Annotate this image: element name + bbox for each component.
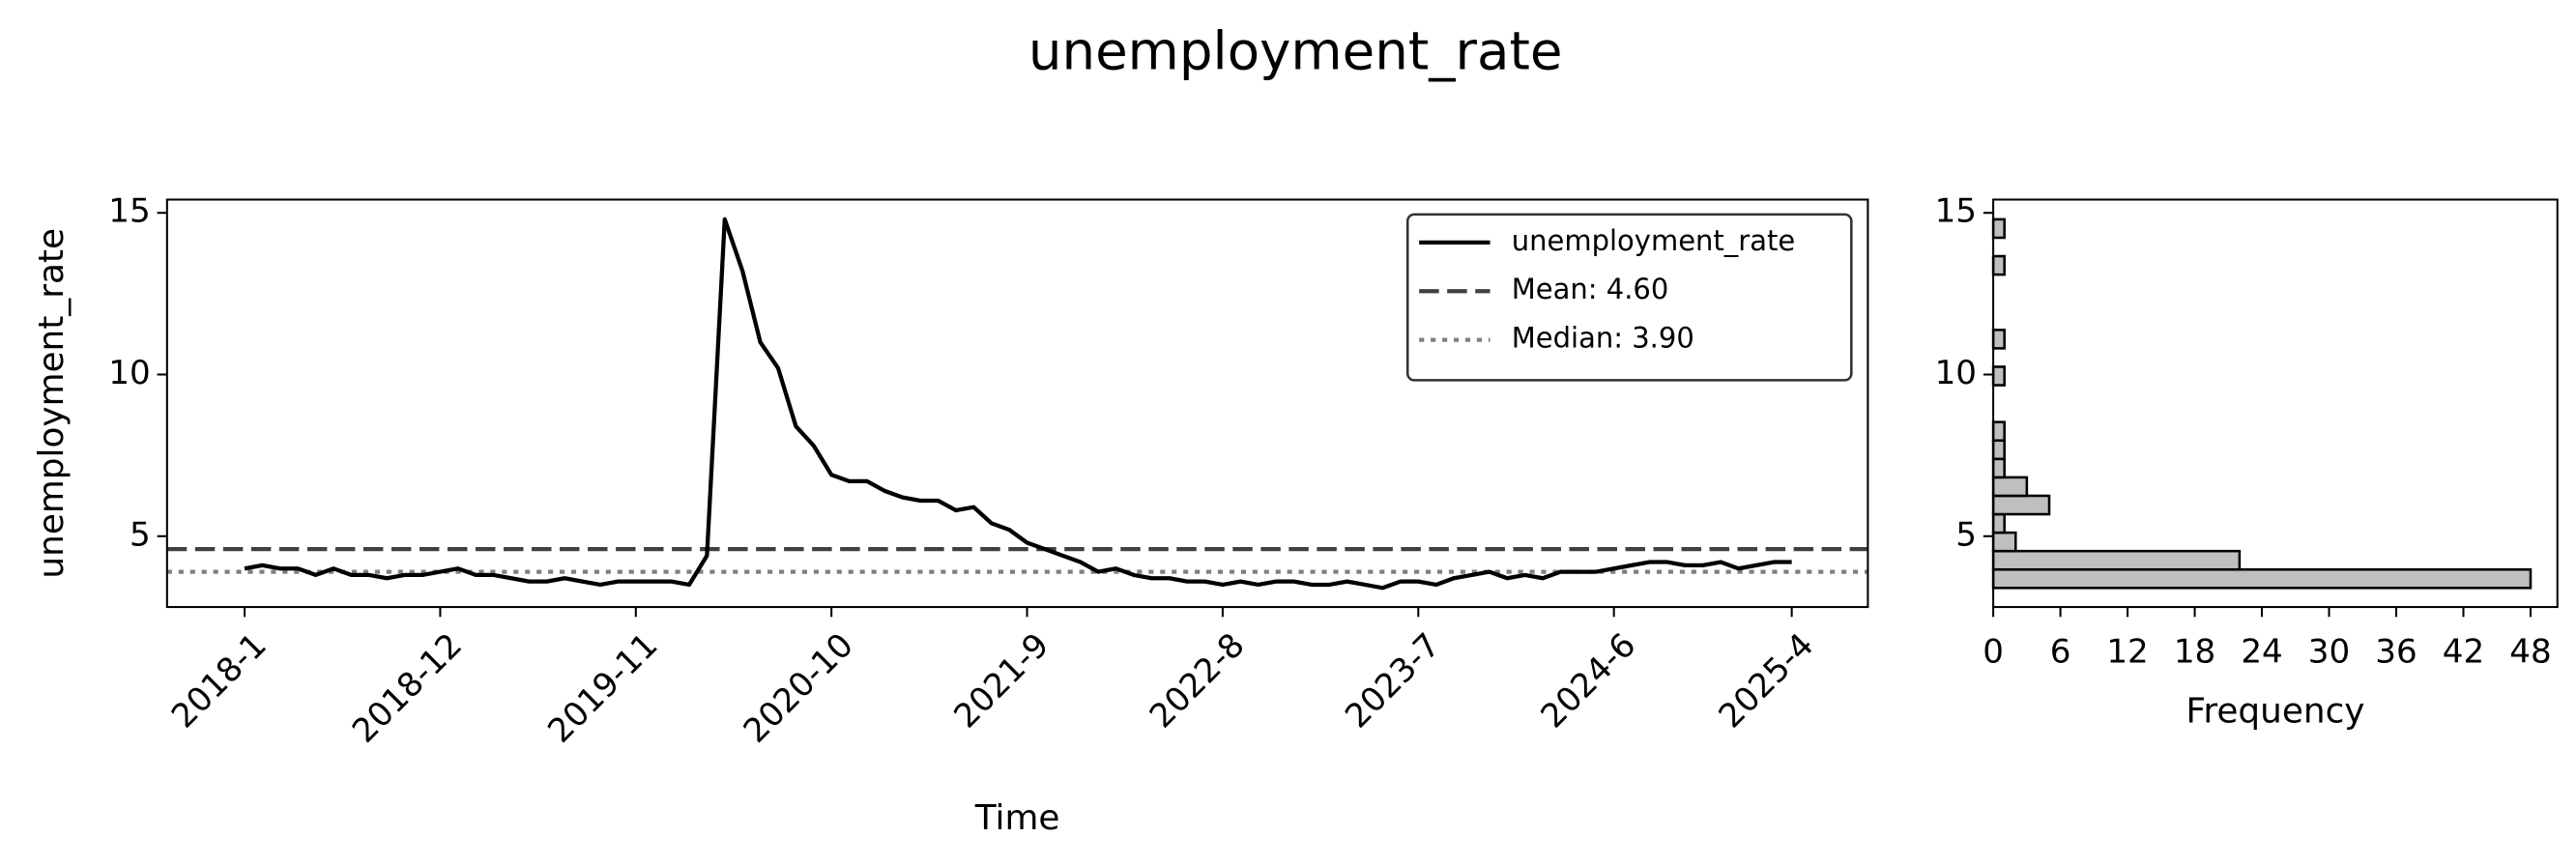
x-tick-label: 18 bbox=[2174, 632, 2215, 671]
x-tick-label: 2020-10 bbox=[737, 626, 861, 751]
x-tick-label: 2024-6 bbox=[1534, 626, 1644, 736]
legend-label: Mean: 4.60 bbox=[1512, 273, 1669, 305]
x-tick-label: 2021-9 bbox=[947, 626, 1057, 736]
y-tick-label: 10 bbox=[1935, 354, 1977, 392]
histogram-bar bbox=[1991, 567, 2533, 590]
x-tick-label: 2023-7 bbox=[1338, 626, 1448, 736]
x-tick-label: 2018-1 bbox=[164, 626, 275, 736]
histogram-bar bbox=[1991, 512, 2006, 534]
data-line bbox=[244, 216, 1792, 591]
legend-box bbox=[1405, 213, 1853, 382]
legend-label: Median: 3.90 bbox=[1512, 322, 1694, 355]
y-tick-label: 5 bbox=[1955, 515, 1977, 554]
legend-label: unemployment_rate bbox=[1512, 224, 1795, 257]
y-tick-label: 10 bbox=[108, 354, 150, 392]
histogram-bar bbox=[1991, 420, 2006, 443]
x-axis-label: Frequency bbox=[2185, 691, 2364, 731]
x-tick-label: 42 bbox=[2443, 632, 2484, 671]
legend: unemployment_rate Mean: 4.60 Median: 3.90 bbox=[1405, 213, 1853, 382]
y-tick-label: 5 bbox=[130, 515, 151, 554]
y-tick-label: 15 bbox=[1935, 192, 1977, 231]
x-tick-label: 30 bbox=[2308, 632, 2350, 671]
x-tick-label: 36 bbox=[2375, 632, 2417, 671]
figure-title: unemployment_rate bbox=[1028, 19, 1563, 81]
x-axis-label: Time bbox=[974, 798, 1060, 838]
x-tick-label: 0 bbox=[1983, 632, 2004, 671]
y-axis-label: unemployment_rate bbox=[32, 228, 72, 579]
x-tick-label: 12 bbox=[2106, 632, 2148, 671]
histogram-bar bbox=[1991, 254, 2006, 276]
histogram-bar bbox=[1991, 476, 2029, 498]
y-tick-label: 15 bbox=[108, 192, 150, 231]
x-tick-label: 6 bbox=[2050, 632, 2071, 671]
histogram-bar bbox=[1991, 329, 2006, 350]
x-tick-label: 2022-8 bbox=[1143, 626, 1253, 736]
histogram-bar bbox=[1991, 457, 2006, 479]
axes-frame bbox=[1992, 198, 2559, 609]
histogram-bar bbox=[1991, 494, 2051, 516]
x-tick-label: 48 bbox=[2509, 632, 2551, 671]
histogram-bar bbox=[1991, 531, 2017, 553]
x-tick-label: 2018-12 bbox=[345, 626, 470, 751]
histogram-bar bbox=[1991, 365, 2006, 387]
histogram-bar bbox=[1991, 549, 2242, 571]
axes-frame bbox=[165, 198, 1869, 609]
histogram-bar bbox=[1991, 439, 2006, 461]
x-tick-label: 2019-11 bbox=[540, 626, 665, 751]
x-tick-label: 24 bbox=[2241, 632, 2282, 671]
histogram-bar bbox=[1991, 217, 2006, 240]
x-tick-label: 2025-4 bbox=[1712, 626, 1822, 736]
